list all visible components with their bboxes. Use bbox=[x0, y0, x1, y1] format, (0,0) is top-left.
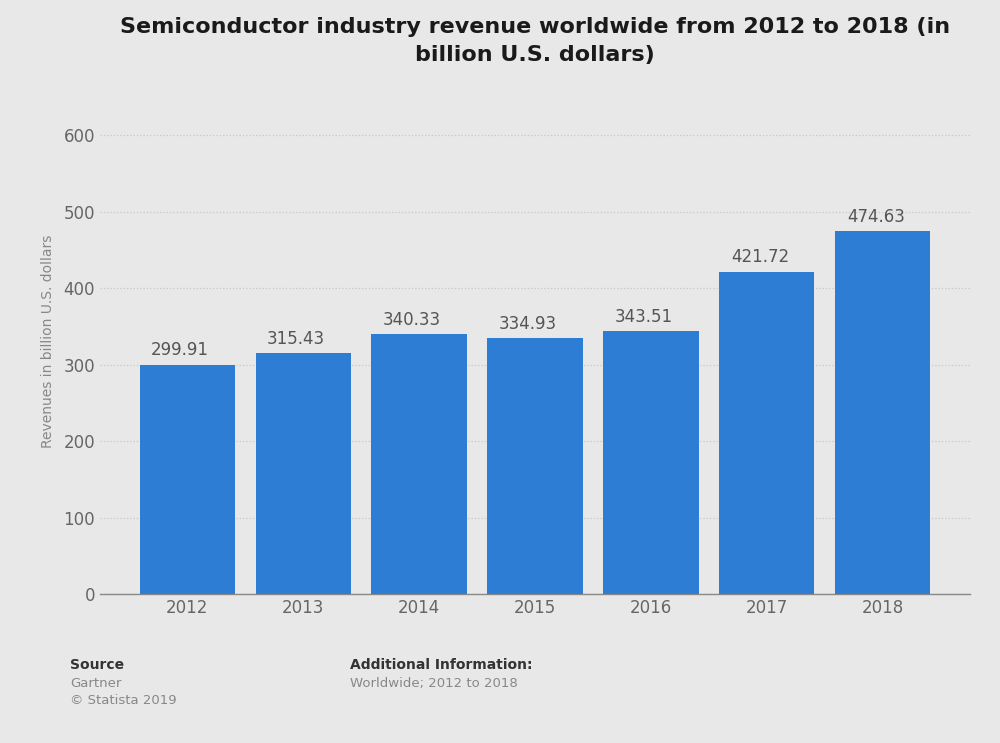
Text: 315.43: 315.43 bbox=[267, 330, 325, 348]
Text: Source: Source bbox=[70, 658, 124, 672]
Text: Additional Information:: Additional Information: bbox=[350, 658, 532, 672]
Text: © Statista 2019: © Statista 2019 bbox=[70, 695, 177, 707]
Bar bbox=[487, 338, 583, 594]
Text: 340.33: 340.33 bbox=[383, 311, 441, 328]
Text: Gartner: Gartner bbox=[70, 678, 121, 690]
Text: 421.72: 421.72 bbox=[731, 248, 789, 266]
Text: 474.63: 474.63 bbox=[847, 208, 905, 226]
Bar bbox=[256, 353, 351, 594]
Bar bbox=[603, 331, 699, 594]
Bar bbox=[719, 272, 814, 594]
Text: 299.91: 299.91 bbox=[151, 342, 209, 360]
Text: 334.93: 334.93 bbox=[499, 314, 557, 333]
Text: Worldwide; 2012 to 2018: Worldwide; 2012 to 2018 bbox=[350, 678, 518, 690]
Text: 343.51: 343.51 bbox=[615, 308, 673, 326]
Bar bbox=[140, 365, 235, 594]
Title: Semiconductor industry revenue worldwide from 2012 to 2018 (in
billion U.S. doll: Semiconductor industry revenue worldwide… bbox=[120, 17, 950, 65]
Y-axis label: Revenues in billion U.S. dollars: Revenues in billion U.S. dollars bbox=[41, 235, 55, 449]
Bar bbox=[835, 231, 930, 594]
Bar bbox=[371, 334, 467, 594]
